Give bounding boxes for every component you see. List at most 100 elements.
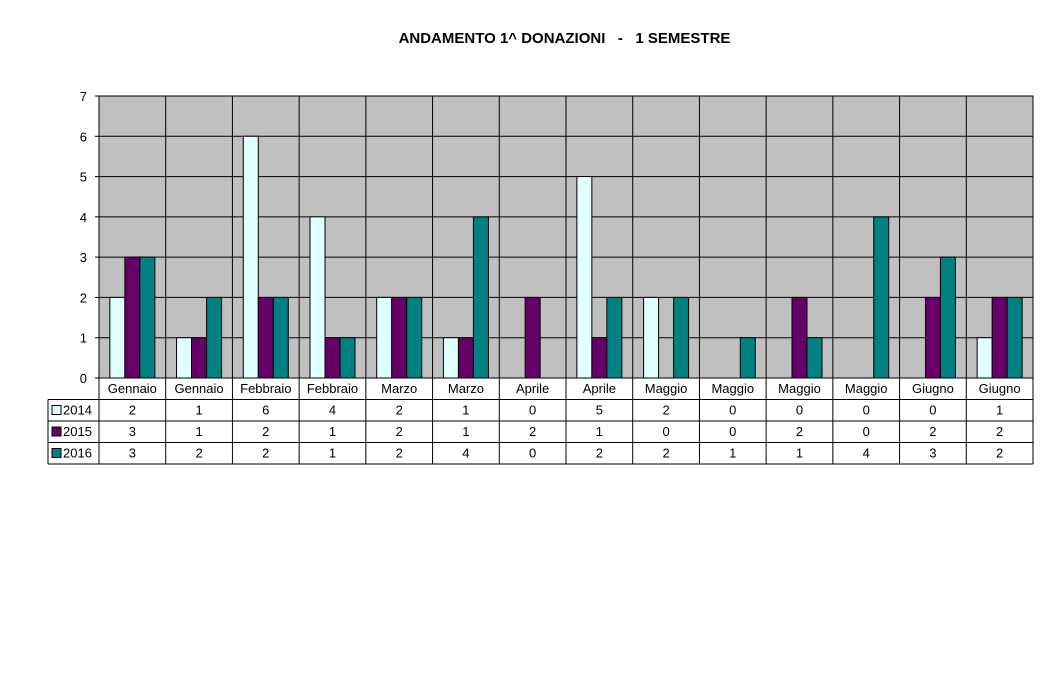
category-label: Marzo [381,381,417,396]
table-cell: 0 [662,424,669,439]
y-tick-label: 0 [80,371,87,386]
category-label: Febbraio [240,381,291,396]
bar-2014-4 [376,296,393,379]
bar-2016-7 [606,296,623,379]
legend-key-2014 [51,405,62,415]
table-cell: 1 [462,424,469,439]
table-cell: 3 [129,424,136,439]
bar-2016-12 [939,256,956,379]
table-cell: 1 [462,403,469,418]
category-label: Gennaio [174,381,223,396]
category-label: Maggio [778,381,821,396]
table-cell: 2 [996,446,1003,461]
bar-2016-4 [406,296,423,379]
y-tick-label: 7 [80,89,87,104]
bar-2016-0 [139,256,156,379]
legend-key-2015 [51,426,62,437]
category-label: Maggio [711,381,754,396]
y-tick-label: 4 [80,210,87,225]
category-label: Maggio [645,381,688,396]
table-cell: 4 [462,446,469,461]
table-cell: 2 [996,424,1003,439]
bar-2014-8 [643,296,660,379]
category-label: Gennaio [108,381,157,396]
bar-2014-7 [576,176,593,379]
table-cell: 0 [729,424,736,439]
table-cell: 2 [662,446,669,461]
table-cell: 4 [329,403,336,418]
table-cell: 2 [529,424,536,439]
table-cell: 1 [195,424,202,439]
bar-2016-1 [206,296,223,379]
table-cell: 4 [863,446,870,461]
table-cell: 1 [195,403,202,418]
table-cell: 3 [129,446,136,461]
table-cell: 2 [796,424,803,439]
category-label: Aprile [583,381,616,396]
table-cell: 0 [796,403,803,418]
bar-2016-13 [1006,296,1023,379]
category-label: Aprile [516,381,549,396]
bar-2015-3 [324,337,341,379]
table-cell: 2 [396,446,403,461]
bar-2016-8 [673,296,690,379]
bar-2015-1 [191,337,208,379]
table-cell: 6 [262,403,269,418]
category-label: Maggio [845,381,888,396]
y-tick-label: 3 [80,250,87,265]
table-cell: 2 [929,424,936,439]
table-cell: 1 [329,446,336,461]
bar-2016-5 [472,216,489,379]
bar-2014-1 [176,337,193,379]
bar-2015-0 [124,256,141,379]
table-cell: 0 [929,403,936,418]
table-cell: 0 [863,424,870,439]
y-tick-label: 5 [80,170,87,185]
bar-2015-5 [457,337,474,379]
table-cell: 1 [996,403,1003,418]
legend-label: 2015 [63,424,92,439]
bar-2014-3 [309,216,326,379]
table-cell: 2 [596,446,603,461]
bar-2016-2 [272,296,289,379]
category-label: Marzo [448,381,484,396]
table-cell: 0 [529,403,536,418]
category-label: Giugno [912,381,954,396]
table-cell: 2 [396,424,403,439]
y-axis: 0 1 2 3 4 5 6 7 [80,89,99,386]
bar-2016-9 [739,337,756,379]
table-cell: 1 [729,446,736,461]
table-cell: 0 [863,403,870,418]
bar-2014-13 [976,337,993,379]
table-cell: 0 [729,403,736,418]
bar-2015-13 [991,296,1008,379]
category-label: Giugno [979,381,1021,396]
table-cell: 2 [195,446,202,461]
y-tick-label: 1 [80,331,87,346]
legend-label: 2014 [63,403,92,418]
bars [109,135,1023,379]
table-cell: 2 [396,403,403,418]
legend-label: 2016 [63,446,92,461]
bar-2015-6 [524,296,541,379]
table-cell: 2 [129,403,136,418]
table-cell: 0 [529,446,536,461]
table-cell: 1 [329,424,336,439]
table-cell: 2 [662,403,669,418]
bar-2015-2 [257,296,274,379]
bar-2015-7 [591,337,608,379]
data-table: Gennaio Gennaio Febbraio Febbraio Marzo Marzo… [47,377,1034,465]
legend-key-2016 [51,448,62,458]
bar-2015-4 [391,296,408,379]
bar-2016-10 [806,337,823,379]
table-cell: 2 [262,446,269,461]
bar-2014-0 [109,296,126,379]
chart-title: ANDAMENTO 1^ DONAZIONI - 1 SEMESTRE [398,30,731,47]
bar-2016-11 [873,216,890,379]
bar-2014-5 [442,337,459,379]
table-cell: 2 [262,424,269,439]
table-cell: 3 [929,446,936,461]
bar-2015-10 [791,296,808,379]
bar-2014-2 [242,135,259,379]
